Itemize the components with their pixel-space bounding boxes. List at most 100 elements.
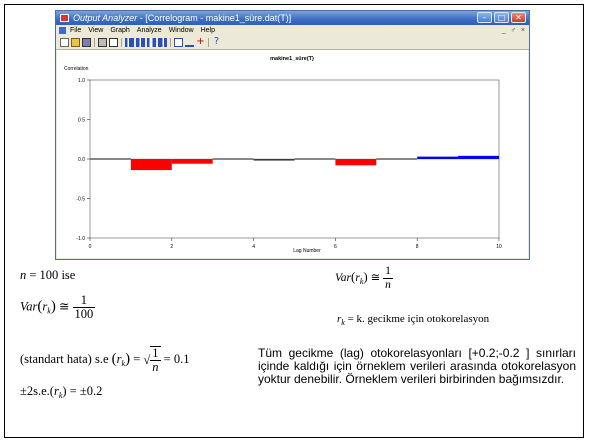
- y-tick-label: 0.0: [78, 157, 85, 163]
- correlogram-chart-area: makine1_süre(T) Correlation Lag Number 1…: [57, 50, 528, 258]
- conclusion-paragraph: Tüm gecikme (lag) otokorelasyonları [+0.…: [258, 346, 576, 386]
- window-title-app: Output Analyzer: [73, 13, 138, 23]
- pm-text: ±2s.e.(: [20, 384, 54, 398]
- stderr-k: k: [121, 358, 126, 368]
- y-axis-label: Correlation: [64, 66, 89, 72]
- correlation-bar-lag-3: [171, 159, 213, 164]
- x-tick-label: 4: [252, 244, 255, 250]
- menu-help[interactable]: Help: [200, 27, 216, 34]
- var-fraction: 1 100: [72, 294, 96, 321]
- mdi-close-button[interactable]: ×: [520, 27, 525, 34]
- toolbar-separator: [94, 38, 95, 47]
- save-icon[interactable]: [82, 38, 91, 47]
- x-tick-label: 6: [334, 244, 337, 250]
- mdi-controls: _ ♂ ×: [502, 25, 525, 36]
- plus-icon[interactable]: +: [196, 36, 205, 47]
- menu-bar: File View Graph Analyze Window Help _ ♂ …: [56, 25, 529, 36]
- bar-chart-icon[interactable]: [125, 38, 134, 47]
- maximize-button[interactable]: □: [494, 12, 509, 23]
- var-lhs: Var: [20, 299, 38, 314]
- pm-k: k: [58, 391, 63, 400]
- toolbar-separator: [121, 38, 122, 47]
- var-num: 1: [72, 294, 96, 308]
- pm-line: ±2s.e.(rk) = ±0.2: [20, 384, 102, 400]
- stderr-num: 1: [150, 346, 161, 361]
- correlation-bar-lag-10: [458, 155, 499, 159]
- close-button[interactable]: ✕: [511, 12, 526, 23]
- stderr-r: r: [116, 351, 122, 366]
- new-icon[interactable]: [60, 38, 69, 47]
- correlation-bar-lag-7: [335, 159, 377, 166]
- n-line: n = 100 ise: [20, 268, 75, 283]
- x-axis-label: Lag Number: [293, 248, 321, 254]
- y-tick-label: -0.5: [76, 197, 85, 203]
- x-tick-label: 0: [89, 244, 92, 250]
- correlation-bar-lag-6: [294, 158, 336, 160]
- n-var: n: [20, 268, 27, 282]
- y-tick-label: -1.0: [76, 236, 85, 242]
- chart4-icon[interactable]: [158, 38, 167, 47]
- toolbar-separator: [208, 38, 209, 47]
- sqrt-sign: √: [143, 352, 151, 367]
- mdi-restore-button[interactable]: ♂: [510, 27, 516, 34]
- chart2-icon[interactable]: [136, 38, 145, 47]
- n-eq: = 100: [26, 268, 62, 282]
- stderr-label: (standart hata) s.e: [20, 351, 112, 366]
- var-formula-left: Var(rk) ≅ 1 100: [20, 293, 96, 321]
- menu-view[interactable]: View: [88, 27, 104, 34]
- rk-r: r: [337, 313, 342, 325]
- document-icon: [59, 27, 66, 34]
- title-bar[interactable]: Output Analyzer - [Correlogram - makine1…: [56, 11, 529, 25]
- app-icon: [60, 14, 69, 22]
- var-right-num: 1: [383, 265, 393, 279]
- chart3-icon[interactable]: [147, 38, 156, 47]
- n-ise: ise: [61, 268, 76, 282]
- minimize-button[interactable]: –: [477, 12, 492, 23]
- menu-window[interactable]: Window: [168, 27, 194, 34]
- correlation-bar-lag-8: [376, 158, 418, 160]
- open-icon[interactable]: [71, 38, 80, 47]
- menu-graph[interactable]: Graph: [110, 27, 130, 34]
- var-right-r: r: [355, 272, 360, 285]
- var-right-k: k: [359, 277, 364, 287]
- mdi-minimize-button[interactable]: _: [501, 27, 506, 34]
- rk-k: k: [341, 318, 345, 327]
- menu-file[interactable]: File: [70, 27, 82, 34]
- output-analyzer-window: Output Analyzer - [Correlogram - makine1…: [55, 10, 530, 260]
- preview-icon[interactable]: [109, 38, 118, 47]
- x-tick-label: 8: [416, 244, 419, 250]
- stderr-result: = 0.1: [160, 351, 190, 366]
- correlogram-chart: makine1_süre(T) Correlation Lag Number 1…: [64, 56, 502, 254]
- toolbar-separator: [170, 38, 171, 47]
- var-r: r: [42, 299, 48, 314]
- menu-analyze[interactable]: Analyze: [136, 27, 162, 34]
- pm-tail: ) = ±0.2: [62, 384, 103, 398]
- window-title-rest: - [Correlogram - makine1_süre.dat(T)]: [137, 13, 292, 23]
- help-pointer-icon[interactable]: ?: [213, 36, 220, 47]
- stderr-den: n: [152, 360, 159, 374]
- window-title: Output Analyzer - [Correlogram - makine1…: [73, 11, 291, 25]
- print-icon[interactable]: [98, 38, 107, 47]
- x-tick-label: 2: [170, 244, 173, 250]
- correlation-bar-lag-9: [417, 156, 459, 159]
- correlation-bar-lag-4: [212, 158, 254, 160]
- line-icon[interactable]: [185, 38, 194, 47]
- var-right-den: n: [385, 279, 391, 291]
- y-tick-label: 1.0: [78, 78, 85, 84]
- window-controls: – □ ✕: [477, 12, 526, 24]
- var-k: k: [47, 306, 51, 316]
- correlation-bar-lag-5: [253, 159, 295, 161]
- table-icon[interactable]: [174, 38, 183, 47]
- var-right-lhs: Var: [335, 272, 351, 285]
- correlation-bar-lag-2: [130, 159, 172, 171]
- y-tick-label: 0.5: [78, 118, 85, 124]
- pm-r: r: [53, 384, 59, 398]
- rk-text: = k. gecikme için otokorelasyon: [344, 313, 490, 325]
- x-tick-label: 10: [496, 244, 502, 250]
- chart-title: makine1_süre(T): [270, 56, 314, 62]
- stderr-formula: (standart hata) s.e (rk) = √ 1 n = 0.1: [20, 346, 190, 374]
- correlation-bar-lag-1: [90, 158, 131, 160]
